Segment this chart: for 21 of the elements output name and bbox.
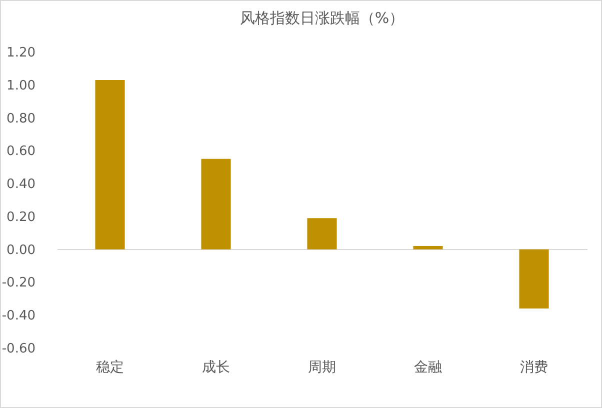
x-tick-label: 周期	[308, 360, 336, 376]
y-tick-label: -0.20	[2, 276, 36, 291]
bar	[413, 246, 443, 250]
y-tick-label: 0.60	[6, 144, 36, 160]
y-tick-label: -0.60	[2, 342, 36, 356]
bar	[95, 80, 125, 250]
x-tick-label: 稳定	[96, 360, 124, 376]
y-tick-label: 0.40	[6, 177, 36, 192]
bar	[519, 249, 549, 309]
y-tick-label: 1.00	[6, 78, 36, 94]
y-tick-label: 0.80	[6, 111, 36, 126]
y-tick-label: 1.20	[6, 46, 36, 60]
chart-title: 风格指数日涨跌幅（%）	[240, 9, 404, 27]
bar	[307, 218, 337, 250]
y-tick-label: 0.00	[6, 242, 36, 258]
y-tick-label: -0.40	[2, 308, 36, 324]
bar	[201, 158, 231, 250]
x-tick-label: 消费	[520, 360, 548, 376]
x-tick-label: 成长	[202, 360, 230, 376]
y-tick-label: 0.20	[6, 210, 36, 225]
x-tick-label: 金融	[414, 360, 442, 376]
